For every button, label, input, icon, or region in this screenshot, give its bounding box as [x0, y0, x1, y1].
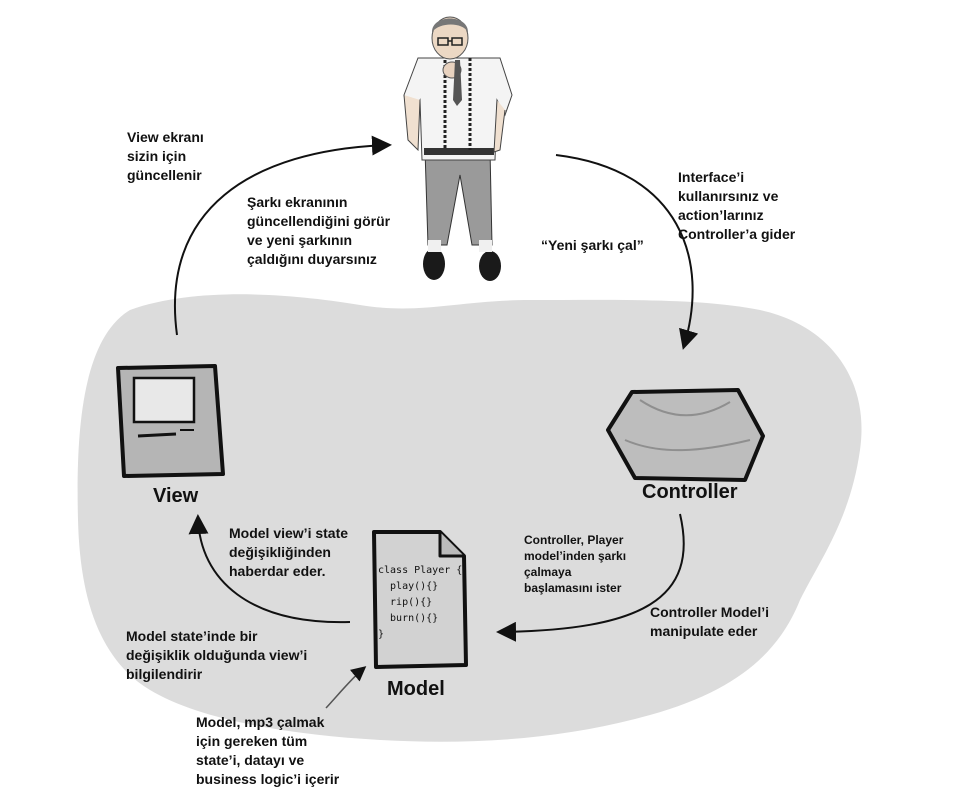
- annotation-model-contains: Model, mp3 çalmak için gereken tüm state…: [196, 714, 340, 787]
- model-document-icon: [372, 530, 468, 669]
- model-code-block: class Player { play(){} rip(){} burn(){}…: [378, 563, 462, 643]
- annotation-state-change: Model state’inde bir değişiklik olduğund…: [126, 628, 308, 682]
- model-title: Model: [387, 678, 445, 700]
- user-figure-icon: [403, 16, 513, 281]
- code-line: play(){}: [378, 581, 439, 592]
- annotation-view-updated: View ekranı sizin için güncellenir: [127, 129, 204, 183]
- code-line: class Player {: [378, 565, 463, 576]
- annotation-play-new-song: “Yeni şarkı çal”: [541, 237, 644, 253]
- arrow-model-to-view: [188, 514, 351, 624]
- annotation-model-notifies: Model view’i state değişikliğinden haber…: [229, 525, 349, 579]
- view-title: View: [153, 485, 199, 507]
- annotation-controller-manipulates: Controller Model’i manipulate eder: [650, 604, 769, 639]
- code-line: rip(){}: [378, 597, 433, 608]
- annotation-interface-actions: Interface’i kullanırsınız ve action’ları…: [678, 169, 796, 242]
- view-device-icon: [116, 364, 225, 478]
- arrow-user-to-controller: [555, 154, 699, 350]
- controller-hexagon-icon: [606, 388, 765, 482]
- arrow-controller-to-model: [496, 513, 685, 642]
- arrow-note-to-model: [325, 666, 367, 709]
- controller-title: Controller: [642, 481, 738, 503]
- annotation-see-screen: Şarkı ekranının güncellendiğini görür ve…: [247, 194, 391, 267]
- annotation-controller-asks: Controller, Player model’inden şarkı çal…: [524, 533, 627, 595]
- arrow-view-to-user: [174, 135, 392, 336]
- code-line: }: [378, 629, 385, 640]
- code-line: burn(){}: [378, 613, 439, 624]
